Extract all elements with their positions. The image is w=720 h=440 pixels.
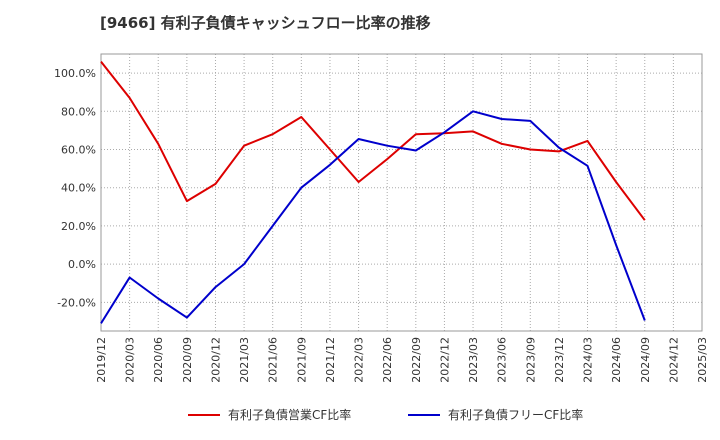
plot-frame [100,53,703,332]
y-tick-label: 80.0% [61,105,96,118]
x-tick-label: 2020/09 [181,337,194,383]
legend: 有利子負債営業CF比率 有利子負債フリーCF比率 [188,407,583,422]
legend-label: 有利子負債フリーCF比率 [448,407,583,422]
legend-label: 有利子負債営業CF比率 [228,407,351,422]
x-tick-label: 2022/09 [410,337,423,383]
x-tick-label: 2022/06 [381,337,394,383]
x-tick-label: 2021/12 [324,337,337,383]
y-tick-label: 40.0% [61,182,96,195]
y-tick-label: 20.0% [61,220,96,233]
y-tick-label: 0.0% [68,258,96,271]
grid-lines [100,54,703,331]
chart-title: [9466] 有利子負債キャッシュフロー比率の推移 [100,14,431,32]
y-tick-label: 100.0% [54,67,96,80]
x-tick-label: 2023/12 [553,337,566,383]
x-tick-label: 2024/06 [610,337,623,383]
x-tick-label: 2023/09 [524,337,537,383]
x-tick-label: 2020/03 [124,337,137,383]
x-tick-label: 2020/06 [152,337,165,383]
series-line [100,60,646,221]
y-tick-label: -20.0% [57,296,96,309]
series-lines [100,60,646,324]
x-tick-label: 2021/03 [238,337,251,383]
x-tick-label: 2020/12 [209,337,222,383]
x-tick-label: 2024/09 [639,337,652,383]
series-line [100,110,646,324]
x-tick-label: 2021/09 [295,337,308,383]
x-tick-label: 2024/12 [667,337,680,383]
x-tick-label: 2024/03 [582,337,595,383]
x-tick-label: 2023/03 [467,337,480,383]
x-tick-label: 2021/06 [267,337,280,383]
x-tick-label: 2023/06 [496,337,509,383]
x-axis-ticks: 2019/12 2020/03 2020/06 2020/09 2020/12 2021/… [95,337,709,383]
y-axis-ticks: -20.0% 0.0% 20.0% 40.0% 60.0% 80.0% 100.0% [54,67,96,309]
y-tick-label: 60.0% [61,144,96,157]
x-tick-label: 2022/03 [353,337,366,383]
x-tick-label: 2025/03 [696,337,709,383]
x-tick-label: 2022/12 [438,337,451,383]
x-tick-label: 2019/12 [95,337,108,383]
